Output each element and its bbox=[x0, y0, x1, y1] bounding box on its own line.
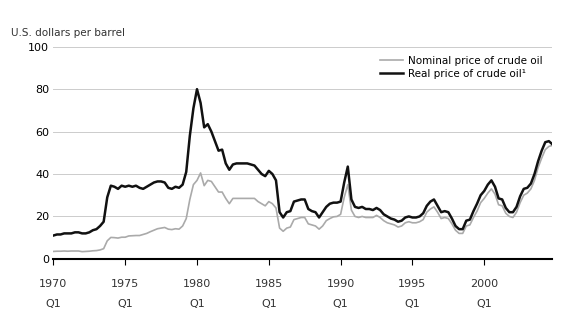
Text: Q1: Q1 bbox=[333, 299, 348, 309]
Text: 1975: 1975 bbox=[111, 279, 139, 289]
Text: 1970: 1970 bbox=[39, 279, 67, 289]
Text: U.S. dollars per barrel: U.S. dollars per barrel bbox=[11, 28, 125, 38]
Text: 2000: 2000 bbox=[470, 279, 498, 289]
Text: 1985: 1985 bbox=[255, 279, 283, 289]
Text: Price of Crude Oil—West Texas Intermediate: Price of Crude Oil—West Texas Intermedia… bbox=[10, 16, 341, 29]
Text: Q1: Q1 bbox=[189, 299, 205, 309]
Text: Q1: Q1 bbox=[261, 299, 277, 309]
Text: 1980: 1980 bbox=[183, 279, 211, 289]
Text: Q1: Q1 bbox=[477, 299, 492, 309]
Text: Q1: Q1 bbox=[46, 299, 61, 309]
Legend: Nominal price of crude oil, Real price of crude oil¹: Nominal price of crude oil, Real price o… bbox=[376, 52, 547, 83]
Text: Q1: Q1 bbox=[117, 299, 133, 309]
Text: 1995: 1995 bbox=[398, 279, 427, 289]
Text: Q1: Q1 bbox=[405, 299, 420, 309]
Text: 1990: 1990 bbox=[327, 279, 355, 289]
